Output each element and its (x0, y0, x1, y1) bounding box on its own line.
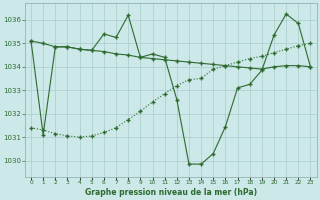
X-axis label: Graphe pression niveau de la mer (hPa): Graphe pression niveau de la mer (hPa) (85, 188, 257, 197)
